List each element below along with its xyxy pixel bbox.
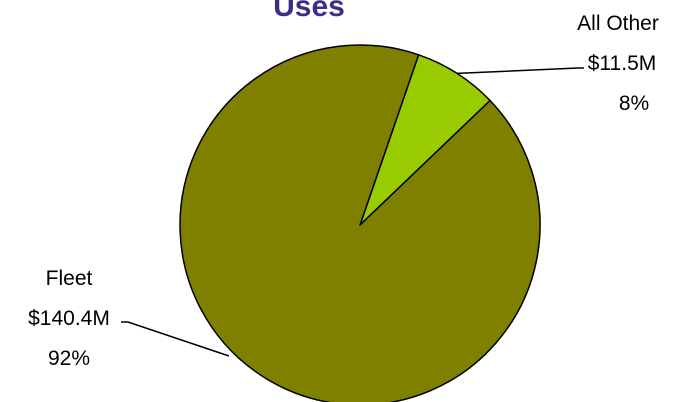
- slice-label-all-other: All Other $11.5M 8%: [577, 12, 659, 115]
- leader-lines: [121, 67, 584, 357]
- slice-name: All Other: [577, 12, 659, 35]
- pie-slices: [179, 44, 541, 402]
- slice-percent: 92%: [48, 347, 90, 370]
- slice-percent: 8%: [619, 92, 649, 115]
- chart-title: Uses: [273, 0, 345, 23]
- slice-amount: $140.4M: [28, 307, 110, 330]
- leader-line-all-other: [457, 67, 584, 75]
- slice-name: Fleet: [46, 267, 93, 290]
- pie-slice-fleet: [179, 44, 541, 402]
- slice-label-fleet: Fleet $140.4M 92%: [28, 267, 110, 370]
- leader-line-fleet: [121, 321, 230, 357]
- slice-amount: $11.5M: [588, 52, 657, 75]
